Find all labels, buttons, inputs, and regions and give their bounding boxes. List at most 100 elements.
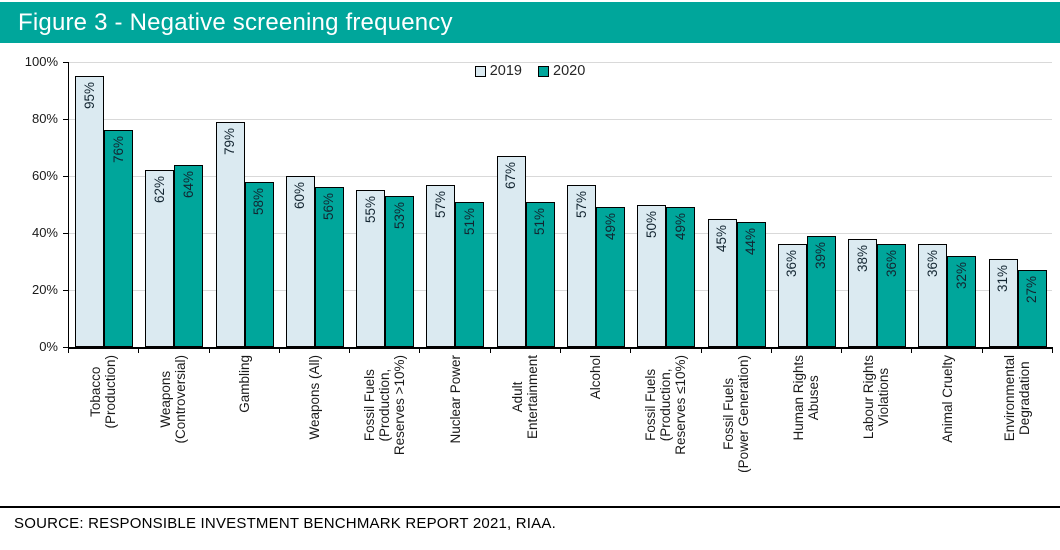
bar-2019 [496, 156, 526, 347]
bar-value-label: 49% [672, 213, 688, 241]
bar-2019 [356, 190, 386, 347]
bar-value-label: 45% [714, 224, 730, 252]
y-axis-label: 80% [31, 111, 58, 126]
x-axis-category-label: Human Rights Abuses [771, 352, 841, 502]
bar-value-label: 36% [924, 250, 940, 278]
bar-value-label: 55% [362, 196, 378, 224]
y-axis-line [68, 62, 69, 347]
x-axis-category-text: Weapons (Controversial) [158, 355, 189, 444]
x-axis-category-label: Nuclear Power [420, 352, 490, 502]
x-axis-category-text: Tobacco (Production) [88, 355, 119, 429]
bar-2020 [104, 130, 133, 347]
y-axis-tick [63, 347, 68, 348]
x-axis-category-label: Weapons (All) [279, 352, 349, 502]
y-axis-label: 20% [31, 282, 58, 297]
legend-label-2019: 2019 [489, 63, 522, 79]
bar-chart: 2019 2020 0% 20% 40% 60% 80% 100% 95% 76% Tobacc… [0, 43, 1060, 506]
x-axis-category-label: Gambling [209, 352, 279, 502]
bar-value-label: 76% [110, 136, 126, 164]
x-axis-category-label: Fossil Fuels (Production, Reserves ≤10%) [630, 352, 700, 502]
bar-2019 [988, 258, 1018, 347]
bar-2020 [1017, 270, 1047, 347]
y-gridline [68, 119, 1052, 120]
legend-label-2020: 2020 [553, 63, 586, 79]
bar-2019 [707, 218, 737, 347]
x-axis-tick [208, 348, 210, 353]
x-axis-category-label: Animal Cruelty [912, 352, 982, 502]
y-axis-tick [63, 233, 68, 234]
legend-item-2019: 2019 [474, 63, 522, 79]
x-axis-tick [770, 348, 772, 353]
x-axis-tick [841, 348, 843, 353]
bar-2020 [244, 181, 274, 347]
bar-value-label: 27% [1024, 276, 1040, 304]
bar-value-label: 57% [573, 190, 589, 218]
x-axis-tick [349, 348, 351, 353]
bar-value-label: 32% [953, 261, 969, 289]
x-axis-tick [630, 348, 632, 353]
bar-value-label: 31% [995, 264, 1011, 292]
x-axis-category-label: Tobacco (Production) [68, 352, 138, 502]
y-axis-tick [63, 62, 68, 63]
x-axis-tick [560, 348, 561, 353]
x-axis-category-label: Labour Rights Violations [841, 352, 911, 502]
bar-value-label: 79% [222, 127, 238, 155]
bar-2020 [596, 207, 625, 347]
figure-title-banner: Figure 3 - Negative screening frequency [0, 2, 1060, 43]
x-axis-category-text: Human Rights Abuses [791, 355, 821, 441]
x-axis-tick [489, 348, 491, 353]
bar-value-label: 53% [391, 201, 407, 229]
bar-2020 [385, 195, 415, 347]
x-axis-category-label: Weapons (Controversial) [138, 352, 208, 502]
x-axis-category-label: Environmental Degradation [982, 352, 1052, 502]
bar-2020 [455, 201, 485, 347]
y-axis-tick [63, 176, 68, 177]
x-axis-category-text: Gambling [236, 355, 252, 413]
x-axis-tick [68, 348, 69, 353]
y-axis-tick [63, 290, 68, 291]
x-axis-category-text: Fossil Fuels (Production, Reserves ≤10%) [642, 355, 688, 455]
bar-value-label: 95% [81, 82, 97, 110]
bar-value-label: 51% [532, 207, 548, 235]
x-axis-tick [138, 348, 140, 353]
y-gridline [68, 233, 1052, 234]
bar-2019 [918, 244, 948, 347]
bar-value-label: 36% [883, 250, 899, 278]
x-axis-tick [419, 348, 421, 353]
bar-value-label: 64% [180, 170, 196, 198]
bar-value-label: 58% [251, 187, 267, 215]
x-axis-tick [1052, 348, 1053, 353]
bar-2019 [637, 204, 667, 347]
bar-2020 [314, 187, 344, 347]
x-axis-tick [700, 348, 702, 353]
figure-title: Figure 3 - Negative screening frequency [18, 8, 453, 36]
y-axis-label: 60% [31, 168, 58, 183]
bar-value-label: 50% [643, 210, 659, 238]
x-axis-tick [911, 348, 913, 353]
legend-item-2020: 2020 [538, 63, 585, 79]
bar-2019 [777, 244, 807, 347]
y-axis-label: 40% [31, 225, 58, 240]
x-axis-category-text: Environmental Degradation [1001, 355, 1032, 442]
source-text: SOURCE: RESPONSIBLE INVESTMENT BENCHMARK… [14, 515, 556, 532]
x-axis-category-label: Fossil Fuels (Power Generation) [701, 352, 771, 502]
y-axis-label: 100% [24, 54, 58, 69]
bar-value-label: 62% [151, 176, 167, 204]
legend-swatch-2020 [538, 65, 549, 77]
bar-2019 [285, 176, 315, 347]
bar-2019 [567, 184, 596, 347]
x-axis-category-text: Fossil Fuels (Production, Reserves >10%) [361, 355, 407, 456]
bar-2020 [174, 164, 204, 347]
bar-2019 [215, 121, 245, 347]
bar-2019 [426, 184, 456, 347]
bar-value-label: 39% [813, 241, 829, 269]
bar-value-label: 67% [503, 162, 519, 190]
legend-swatch-2019 [474, 65, 486, 77]
bar-2020 [947, 255, 977, 347]
bar-value-label: 60% [292, 182, 308, 210]
bar-value-label: 38% [854, 244, 870, 272]
x-axis-category-label: Fossil Fuels (Production, Reserves >10%) [349, 352, 419, 502]
y-gridline [68, 176, 1052, 177]
bar-2020 [736, 221, 766, 347]
